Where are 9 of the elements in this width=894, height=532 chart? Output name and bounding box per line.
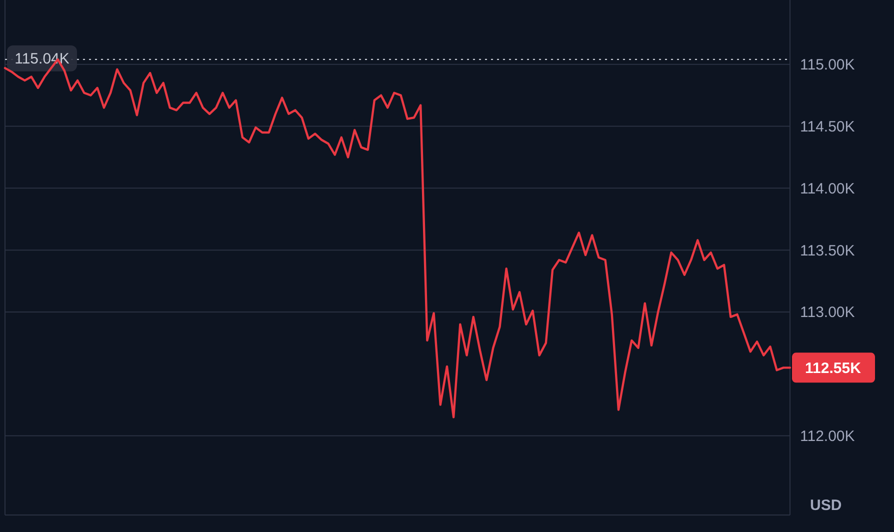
y-tick-label: 114.50K [800, 118, 855, 136]
y-tick-label: 112.00K [800, 428, 855, 446]
y-tick-label: 113.00K [800, 304, 855, 322]
y-axis-title: USD [810, 497, 842, 514]
y-tick-label: 115.00K [800, 56, 855, 74]
ref-line-label: 115.04K [14, 50, 70, 68]
y-tick-label: 113.50K [800, 242, 855, 260]
y-tick-label: 114.00K [800, 180, 855, 198]
text: 112.55K [805, 360, 862, 377]
